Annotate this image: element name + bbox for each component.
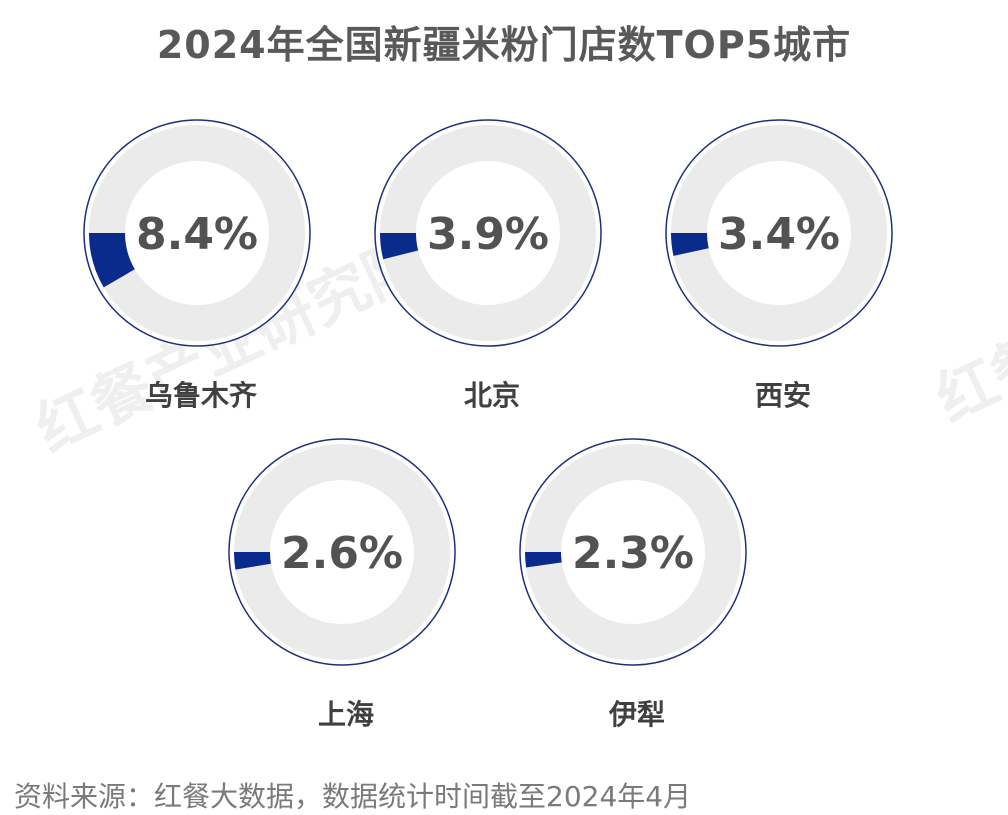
city-label: 上海 [318, 698, 374, 731]
donut-5: 2.3% 伊犁 [519, 438, 747, 731]
city-label: 西安 [755, 379, 811, 412]
donut-value-label: 3.9% [427, 209, 549, 260]
city-label: 伊犁 [608, 698, 665, 731]
donut-3: 3.4% 西安 [665, 119, 893, 412]
donut-value-arc [89, 233, 135, 288]
donut-value-arc [525, 552, 562, 568]
donut-value-label: 2.3% [572, 528, 694, 579]
city-label: 北京 [464, 379, 520, 412]
donut-4: 2.6% 上海 [228, 438, 456, 731]
donut-value-arc [671, 233, 709, 256]
city-label: 乌鲁木齐 [145, 379, 258, 412]
donut-value-label: 8.4% [136, 209, 258, 260]
donut-value-label: 3.4% [718, 209, 840, 260]
donut-chart-grid: 8.4% 乌鲁木齐 3.9% 北京 3.4% 西安 2.6% 上海 2.3% 伊犁 [83, 119, 893, 731]
donut-value-arc [234, 552, 271, 570]
donut-value-label: 2.6% [281, 528, 403, 579]
donut-1: 8.4% 乌鲁木齐 [83, 119, 311, 412]
source-note: 资料来源：红餐大数据，数据统计时间截至2024年4月 [14, 780, 692, 813]
donut-2: 3.9% 北京 [374, 119, 602, 412]
donut-value-arc [380, 233, 419, 260]
chart-title: 2024年全国新疆米粉门店数TOP5城市 [156, 23, 852, 67]
